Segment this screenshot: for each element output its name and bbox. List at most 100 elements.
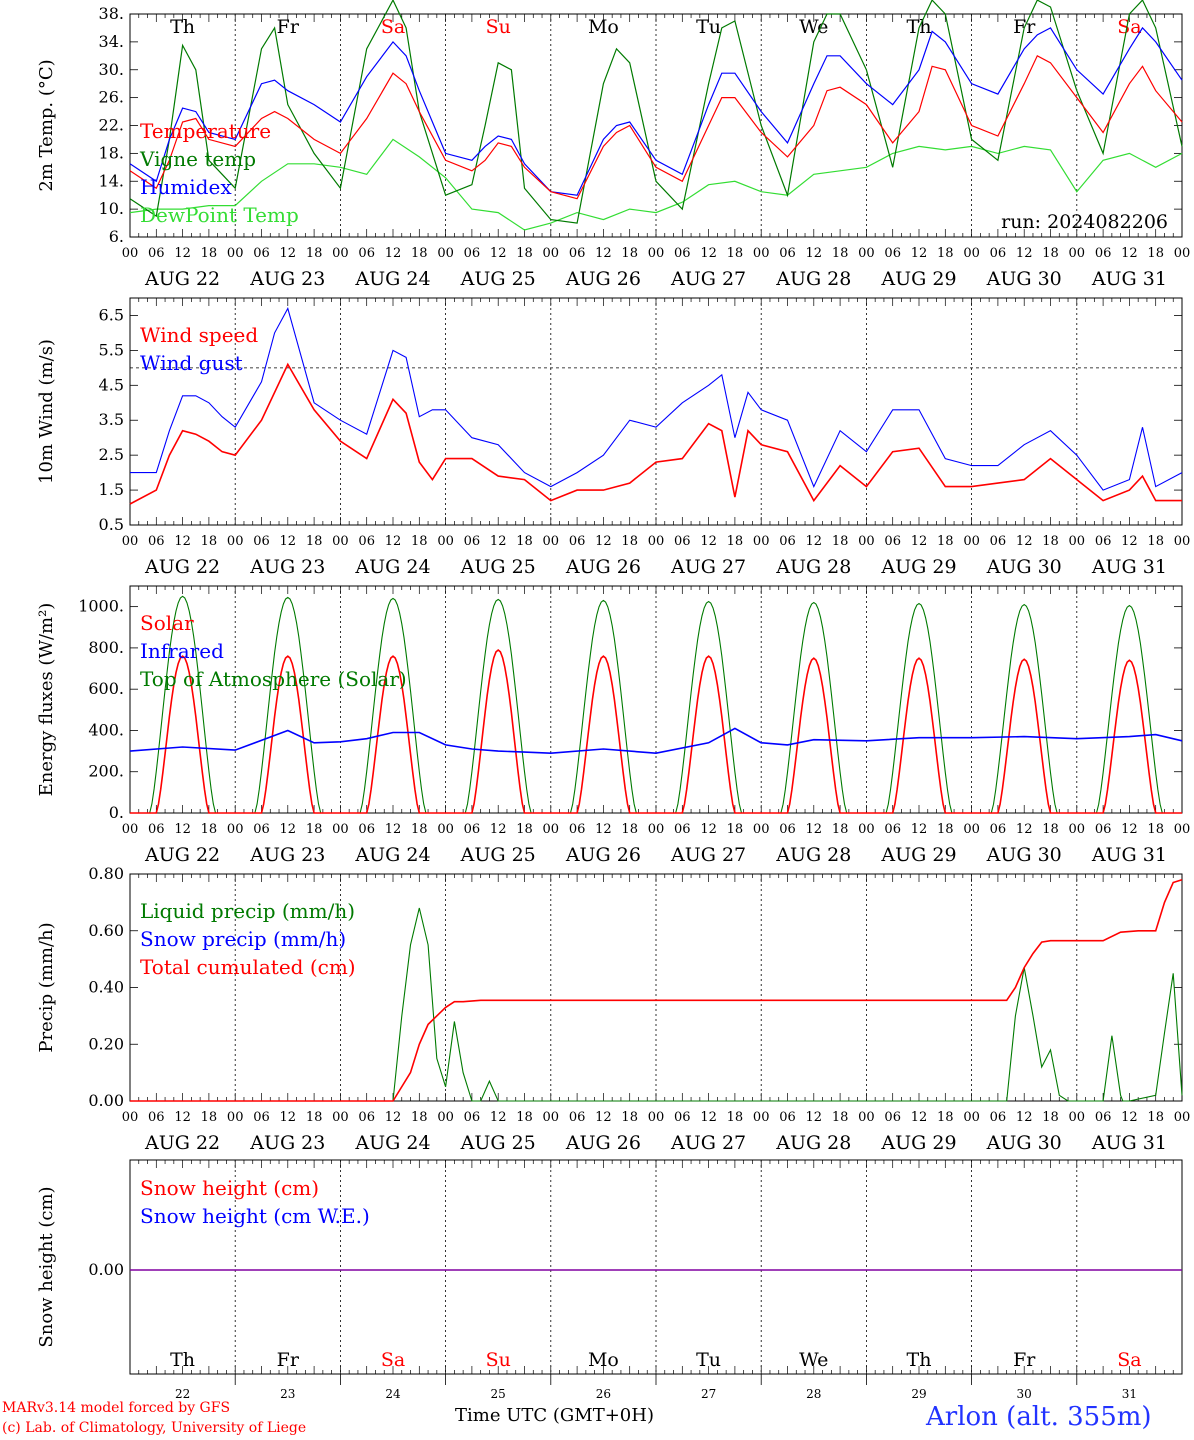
- y-tick-label: 0.00: [88, 1091, 124, 1110]
- y-tick-label: 0.60: [88, 921, 124, 940]
- hour-tick-label: 18: [1042, 246, 1059, 261]
- series-wind-speed: [129, 362, 1182, 505]
- hour-tick-label: 12: [806, 822, 823, 837]
- hour-tick-label: 12: [280, 246, 297, 261]
- legend-liquid-precip-mm-h-: Liquid precip (mm/h): [140, 899, 355, 923]
- date-label: AUG 31: [1091, 268, 1167, 290]
- series-infrared: [129, 727, 1183, 755]
- hour-tick-label: 06: [779, 246, 796, 261]
- date-label: AUG 27: [670, 268, 746, 290]
- hour-tick-label: 12: [1016, 1110, 1033, 1125]
- series-wind-gust: [130, 307, 1183, 491]
- hour-tick-label: 12: [911, 822, 928, 837]
- day-number: 26: [596, 1387, 611, 1401]
- legend-vigne-temp: Vigne temp: [139, 147, 256, 171]
- hour-tick-label: 06: [253, 534, 270, 549]
- y-axis-label-2: 10m Wind (m/s): [36, 339, 57, 484]
- hour-tick-label: 06: [779, 822, 796, 837]
- hour-tick-label: 18: [306, 534, 323, 549]
- model-note: MARv3.14 model forced by GFS: [2, 1400, 231, 1416]
- hour-tick-label: 18: [1042, 822, 1059, 837]
- day-label: Fr: [1013, 1349, 1036, 1371]
- hour-tick-label: 06: [464, 1110, 481, 1125]
- hour-tick-label: 12: [806, 534, 823, 549]
- hour-tick-label: 18: [1147, 246, 1164, 261]
- hour-tick-label: 18: [516, 822, 533, 837]
- hour-tick-label: 06: [358, 246, 375, 261]
- hour-tick-label: 12: [385, 1110, 402, 1125]
- date-label: AUG 25: [460, 1132, 536, 1154]
- date-label: AUG 23: [249, 556, 325, 578]
- hour-tick-label: 06: [253, 822, 270, 837]
- series-humidex: [129, 26, 1183, 196]
- hour-tick-label: 00: [1069, 246, 1086, 261]
- hour-tick-label: 18: [411, 1110, 428, 1125]
- hour-tick-label: 00: [227, 822, 244, 837]
- y-tick-label: 26.: [99, 88, 124, 107]
- legend-humidex: Humidex: [140, 175, 232, 199]
- legend-snow-precip-mm-h-: Snow precip (mm/h): [140, 927, 346, 951]
- run-label: run: 2024082206: [1001, 211, 1168, 233]
- y-tick-label: 200.: [88, 762, 124, 781]
- hour-tick-label: 00: [227, 1110, 244, 1125]
- hour-tick-label: 18: [411, 822, 428, 837]
- day-label: Su: [486, 16, 511, 38]
- date-label: AUG 27: [670, 556, 746, 578]
- hour-tick-label: 00: [1174, 246, 1191, 261]
- hour-tick-label: 06: [884, 246, 901, 261]
- hour-tick-label: 06: [990, 246, 1007, 261]
- day-number: 29: [911, 1387, 926, 1401]
- hour-tick-label: 00: [1174, 822, 1191, 837]
- hour-tick-label: 18: [516, 534, 533, 549]
- hour-tick-label: 06: [674, 534, 691, 549]
- hour-tick-label: 18: [832, 1110, 849, 1125]
- hour-tick-label: 12: [911, 534, 928, 549]
- hour-tick-label: 06: [1095, 534, 1112, 549]
- hour-tick-label: 00: [963, 534, 980, 549]
- date-label: AUG 25: [460, 268, 536, 290]
- legend-snow-height-cm-w-e-: Snow height (cm W.E.): [140, 1204, 370, 1228]
- day-label: Th: [170, 16, 195, 38]
- hour-tick-label: 06: [884, 822, 901, 837]
- hour-tick-label: 18: [937, 246, 954, 261]
- date-label: AUG 23: [249, 844, 325, 866]
- hour-tick-label: 06: [148, 1110, 165, 1125]
- hour-tick-label: 06: [1095, 822, 1112, 837]
- hour-tick-label: 12: [1016, 246, 1033, 261]
- hour-tick-label: 12: [911, 1110, 928, 1125]
- hour-tick-label: 06: [464, 246, 481, 261]
- hour-tick-label: 00: [227, 246, 244, 261]
- hour-tick-label: 00: [963, 1110, 980, 1125]
- day-number: 22: [175, 1387, 190, 1401]
- y-tick-label: 800.: [88, 638, 124, 657]
- date-label: AUG 26: [565, 556, 641, 578]
- day-label: Su: [486, 1349, 511, 1371]
- legend-wind-speed: Wind speed: [140, 323, 258, 347]
- hour-tick-label: 00: [753, 822, 770, 837]
- date-label: AUG 25: [460, 844, 536, 866]
- hour-tick-label: 12: [280, 1110, 297, 1125]
- hour-tick-label: 18: [727, 822, 744, 837]
- hour-tick-label: 12: [490, 822, 507, 837]
- day-label: We: [799, 1349, 828, 1371]
- day-label: Fr: [277, 16, 300, 38]
- y-tick-label: 34.: [99, 32, 124, 51]
- legend-wind-gust: Wind gust: [140, 351, 243, 375]
- day-label: Sa: [381, 16, 405, 38]
- y-tick-label: 5.5: [99, 340, 124, 359]
- y-tick-label: 10.: [99, 199, 124, 218]
- hour-tick-label: 06: [253, 1110, 270, 1125]
- y-tick-label: 0.00: [88, 1260, 124, 1279]
- date-label: AUG 28: [775, 556, 851, 578]
- y-tick-label: 6.: [109, 227, 124, 246]
- y-tick-label: 600.: [88, 679, 124, 698]
- hour-tick-label: 00: [648, 822, 665, 837]
- hour-tick-label: 18: [937, 822, 954, 837]
- y-tick-label: 3.5: [99, 410, 124, 429]
- hour-tick-label: 18: [1147, 822, 1164, 837]
- y-tick-label: 400.: [88, 720, 124, 739]
- date-label: AUG 29: [880, 556, 956, 578]
- hour-tick-label: 00: [332, 1110, 349, 1125]
- hour-tick-label: 00: [648, 1110, 665, 1125]
